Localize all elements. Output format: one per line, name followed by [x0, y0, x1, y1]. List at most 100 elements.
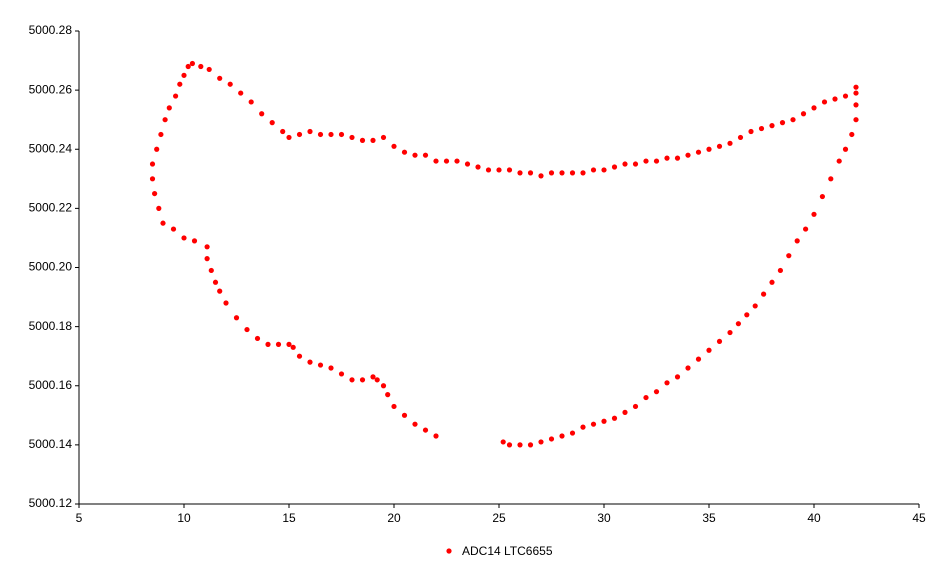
data-point — [548, 170, 555, 176]
data-point — [290, 344, 296, 350]
data-point — [152, 190, 158, 197]
data-point — [800, 111, 807, 117]
data-point — [590, 421, 597, 427]
data-point — [166, 105, 172, 111]
data-point — [611, 415, 618, 421]
data-point — [653, 389, 660, 395]
data-point — [181, 72, 187, 78]
data-point — [744, 312, 750, 318]
data-point — [185, 63, 191, 70]
data-point — [517, 170, 523, 176]
data-point — [819, 193, 826, 200]
data-point — [454, 158, 460, 164]
data-point — [506, 442, 513, 448]
data-point — [786, 253, 792, 259]
data-point — [217, 288, 223, 294]
data-point — [496, 167, 502, 173]
data-point — [391, 143, 397, 149]
data-point — [842, 93, 849, 99]
data-point — [259, 111, 265, 117]
data-point — [158, 131, 164, 138]
data-point — [590, 167, 597, 173]
data-point — [370, 137, 376, 143]
data-point — [149, 161, 156, 167]
data-point — [307, 359, 313, 365]
data-point — [160, 220, 166, 226]
y-tick-label: 5000.20 — [29, 260, 73, 274]
legend-marker — [446, 548, 452, 554]
data-point — [664, 380, 670, 386]
data-point — [727, 140, 733, 146]
data-point — [208, 267, 214, 274]
data-point — [695, 356, 702, 362]
y-tick-label: 5000.12 — [29, 496, 73, 510]
data-point — [777, 267, 784, 274]
data-point — [317, 131, 324, 138]
data-point — [286, 341, 292, 347]
data-point — [695, 149, 702, 155]
x-tick-label: 15 — [282, 511, 296, 525]
data-point — [359, 377, 366, 383]
data-point — [223, 300, 229, 306]
data-point — [622, 161, 628, 167]
x-tick-label: 20 — [387, 511, 401, 525]
data-point — [853, 117, 859, 123]
data-point — [685, 152, 691, 158]
data-point — [422, 427, 429, 433]
data-point — [328, 131, 334, 138]
data-point — [307, 128, 313, 135]
data-point — [475, 164, 481, 170]
data-point — [601, 418, 607, 424]
data-point — [443, 158, 450, 164]
data-point — [517, 442, 523, 448]
y-tick-label: 5000.28 — [29, 23, 73, 37]
data-point — [349, 377, 355, 383]
data-point — [170, 226, 177, 232]
data-point — [803, 226, 809, 232]
data-point — [296, 353, 303, 359]
data-point — [548, 436, 555, 442]
data-point — [632, 403, 639, 410]
x-tick-label: 40 — [807, 511, 821, 525]
data-point — [464, 161, 471, 167]
data-point — [177, 81, 183, 87]
data-point — [611, 164, 618, 170]
y-tick-label: 5000.18 — [29, 319, 73, 333]
data-point — [506, 167, 513, 173]
data-point — [842, 146, 849, 152]
data-point — [317, 362, 324, 368]
data-point — [359, 137, 366, 143]
data-point — [296, 131, 303, 138]
y-tick-label: 5000.24 — [29, 141, 73, 155]
data-point — [204, 256, 210, 262]
data-point — [181, 235, 187, 241]
data-point — [622, 409, 628, 415]
data-point — [198, 63, 204, 70]
data-point — [173, 93, 179, 99]
data-point — [601, 167, 607, 173]
data-point — [580, 424, 586, 430]
y-tick-label: 5000.16 — [29, 378, 73, 392]
data-point — [794, 238, 800, 244]
data-point — [433, 158, 439, 164]
data-point — [433, 433, 439, 439]
data-point — [280, 128, 286, 135]
data-point — [674, 155, 681, 161]
x-tick-label: 30 — [597, 511, 611, 525]
data-point — [149, 176, 156, 182]
data-point — [653, 158, 660, 164]
data-point — [761, 291, 767, 297]
x-tick-label: 5 — [76, 511, 83, 525]
x-tick-label: 35 — [702, 511, 716, 525]
data-point — [275, 341, 282, 347]
data-point — [238, 90, 244, 96]
data-point — [269, 120, 275, 126]
data-point — [716, 143, 723, 149]
data-point — [811, 105, 817, 111]
data-point — [832, 96, 838, 102]
data-point — [849, 131, 855, 138]
data-point — [412, 152, 418, 158]
data-point — [811, 211, 817, 217]
data-point — [828, 176, 834, 182]
